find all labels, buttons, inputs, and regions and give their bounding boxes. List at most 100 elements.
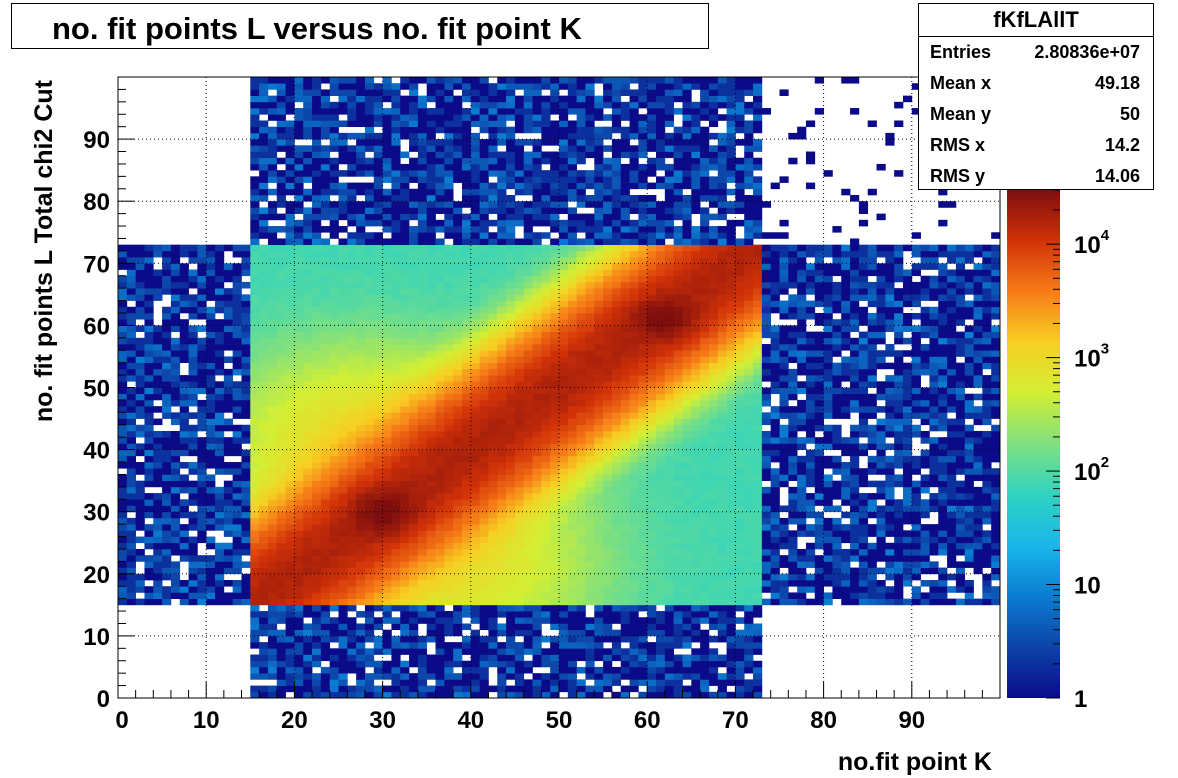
heatmap-cell [188, 548, 198, 556]
heatmap-cell [276, 443, 286, 450]
heatmap-cell [611, 337, 622, 345]
heatmap-cell [409, 139, 419, 146]
heatmap-cell [320, 406, 331, 413]
heatmap-cell [426, 548, 436, 556]
heatmap-cell [594, 151, 604, 159]
heatmap-cell [479, 108, 489, 115]
heatmap-cell [488, 250, 498, 258]
heatmap-cell [444, 170, 454, 177]
heatmap-cell [453, 493, 463, 500]
heatmap-cell [506, 474, 516, 481]
heatmap-cell [514, 493, 525, 500]
heatmap-cell [461, 126, 472, 134]
heatmap-cell [373, 344, 383, 351]
heatmap-cell [347, 362, 357, 370]
heatmap-cell [461, 486, 472, 494]
heatmap-cell [470, 350, 480, 357]
heatmap-cell [223, 517, 234, 525]
heatmap-cell [267, 238, 278, 246]
heatmap-cell [250, 399, 260, 407]
heatmap-cell [364, 393, 375, 401]
heatmap-cell [461, 449, 472, 457]
heatmap-cell [391, 219, 401, 227]
heatmap-cell [506, 691, 516, 699]
heatmap-cell [250, 462, 260, 469]
heatmap-cell [391, 666, 401, 674]
heatmap-cell [453, 623, 463, 631]
heatmap-cell [197, 300, 207, 308]
heatmap-cell [215, 455, 225, 463]
heatmap-cell [135, 387, 145, 395]
heatmap-cell [576, 536, 586, 544]
heatmap-cell [426, 592, 436, 599]
heatmap-cell [400, 375, 410, 382]
heatmap-cell [532, 126, 542, 134]
heatmap-cell [409, 617, 419, 624]
heatmap-cell [382, 281, 392, 289]
heatmap-cell [259, 362, 269, 370]
heatmap-cell [417, 480, 428, 488]
heatmap-cell [576, 275, 586, 283]
heatmap-cell [470, 474, 480, 481]
heatmap-cell [179, 580, 189, 587]
heatmap-cell [241, 530, 251, 537]
heatmap-cell [162, 443, 172, 450]
heatmap-cell [338, 132, 348, 140]
heatmap-cell [426, 393, 436, 401]
heatmap-cell [497, 151, 507, 159]
heatmap-cell [453, 375, 463, 382]
heatmap-cell [356, 356, 366, 364]
heatmap-cell [285, 623, 295, 631]
heatmap-cell [294, 182, 304, 190]
heatmap-cell [576, 555, 586, 562]
heatmap-cell [488, 462, 498, 469]
heatmap-cell [629, 511, 639, 519]
heatmap-cell [267, 226, 278, 233]
heatmap-cell [514, 679, 525, 686]
heatmap-cell [153, 468, 163, 475]
heatmap-cell [400, 207, 410, 214]
heatmap-cell [276, 77, 286, 84]
heatmap-cell [188, 387, 198, 395]
heatmap-cell [523, 580, 533, 587]
heatmap-cell [364, 319, 375, 326]
heatmap-cell [267, 77, 278, 84]
heatmap-cell [382, 226, 392, 233]
heatmap-cell [444, 126, 454, 134]
heatmap-cell [550, 170, 560, 177]
heatmap-cell [250, 654, 260, 662]
heatmap-cell [506, 573, 516, 581]
heatmap-cell [488, 567, 498, 575]
heatmap-cell [312, 406, 322, 413]
heatmap-cell [532, 462, 542, 469]
heatmap-cell [488, 430, 498, 438]
heatmap-cell [603, 319, 613, 326]
heatmap-cell [320, 418, 331, 426]
heatmap-cell [453, 580, 463, 587]
heatmap-cell [629, 480, 639, 488]
heatmap-cell [135, 288, 145, 295]
heatmap-cell [453, 474, 463, 481]
heatmap-cell [559, 443, 569, 450]
heatmap-cell [223, 294, 234, 301]
heatmap-cell [126, 418, 136, 426]
heatmap-cell [603, 486, 613, 494]
heatmap-cell [620, 300, 630, 308]
heatmap-cell [364, 263, 375, 270]
heatmap-cell [303, 319, 313, 326]
heatmap-cell [559, 542, 569, 550]
heatmap-cell [329, 306, 339, 314]
heatmap-cell [294, 443, 304, 450]
heatmap-cell [126, 250, 136, 258]
heatmap-cell [118, 406, 128, 413]
heatmap-cell [312, 604, 322, 612]
heatmap-cell [594, 381, 604, 388]
heatmap-cell [153, 294, 163, 301]
heatmap-cell [461, 269, 472, 277]
heatmap-cell [603, 244, 613, 252]
heatmap-cell [594, 393, 604, 401]
heatmap-cell [312, 387, 322, 395]
heatmap-cell [541, 486, 551, 494]
heatmap-cell [461, 95, 472, 103]
heatmap-cell [559, 319, 569, 326]
